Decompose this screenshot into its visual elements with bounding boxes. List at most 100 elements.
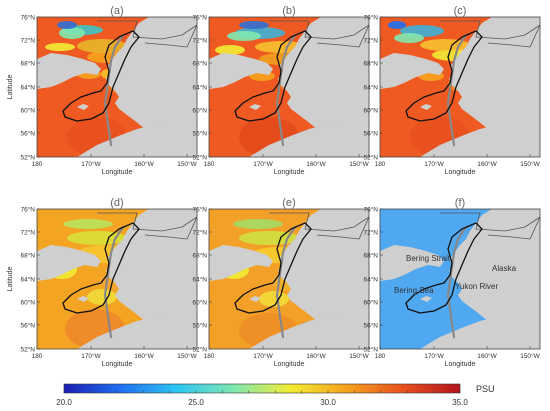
salinity-field xyxy=(209,17,369,157)
lat-tick-label: 60°N xyxy=(192,107,207,115)
panel-letter: (e) xyxy=(282,197,295,209)
lon-tick-label: 160°W xyxy=(306,352,326,360)
lat-tick-label: 64°N xyxy=(363,276,378,284)
lat-tick-label: 72°N xyxy=(363,37,378,45)
survey-box-outline xyxy=(269,212,369,240)
st-lawrence-island xyxy=(420,296,432,302)
bering-sea-label: Bering Sea xyxy=(394,286,434,295)
lon-tick-label: 160°W xyxy=(134,160,154,168)
lat-tick-label: 56°N xyxy=(192,322,207,330)
x-axis-label: Longitude xyxy=(445,169,476,176)
lat-tick-label: 64°N xyxy=(192,84,207,92)
lat-tick-label: 56°N xyxy=(363,322,378,330)
chukotka-landmass xyxy=(209,53,273,89)
st-lawrence-island xyxy=(249,296,261,302)
salinity-field xyxy=(380,209,540,349)
chukotka-landmass xyxy=(37,245,101,281)
survey-box-outline xyxy=(269,20,369,48)
lat-tick-label: 52°N xyxy=(363,154,378,162)
chukotka-landmass xyxy=(37,53,101,89)
y-axis-label: Latitude xyxy=(7,74,14,99)
lat-tick-label: 64°N xyxy=(20,276,35,284)
ship-track xyxy=(275,33,297,147)
lat-tick-label: 64°N xyxy=(20,84,35,92)
lat-tick-label: 76°N xyxy=(363,14,378,22)
lat-tick-label: 52°N xyxy=(192,346,207,354)
y-axis-label: Latitude xyxy=(7,266,14,291)
lat-tick-label: 52°N xyxy=(363,346,378,354)
lat-tick-label: 68°N xyxy=(192,60,207,68)
x-axis-label: Longitude xyxy=(102,169,133,176)
yukon-river-label: Yukon River xyxy=(455,282,498,291)
lon-tick-label: 180 xyxy=(204,161,215,168)
lat-tick-label: 64°N xyxy=(363,84,378,92)
survey-box-outline xyxy=(97,20,197,48)
flight-track xyxy=(405,30,483,122)
lat-tick-label: 68°N xyxy=(20,60,35,68)
x-axis-label: Longitude xyxy=(274,169,305,176)
x-axis-label: Longitude xyxy=(274,361,305,368)
lat-tick-label: 56°N xyxy=(20,130,35,138)
x-axis-label: Longitude xyxy=(102,361,133,368)
lon-tick-label: 150°W xyxy=(177,352,197,360)
ship-track xyxy=(103,225,125,339)
lat-tick-label: 68°N xyxy=(363,252,378,260)
lon-tick-label: 160°W xyxy=(477,352,497,360)
st-lawrence-island xyxy=(77,104,89,110)
lon-tick-label: 150°W xyxy=(520,352,540,360)
lon-tick-label: 160°W xyxy=(134,352,154,360)
lon-tick-label: 180 xyxy=(375,161,386,168)
lat-tick-label: 76°N xyxy=(363,206,378,214)
panel-letter: (d) xyxy=(110,197,123,209)
salinity-field xyxy=(37,17,197,157)
ship-track xyxy=(446,33,468,147)
lat-tick-label: 60°N xyxy=(363,107,378,115)
lat-tick-label: 56°N xyxy=(192,130,207,138)
flight-track xyxy=(405,222,483,314)
lon-tick-label: 170°W xyxy=(424,160,444,168)
lat-tick-label: 60°N xyxy=(192,299,207,307)
southern-landmass xyxy=(420,121,540,157)
survey-box-outline xyxy=(97,212,197,240)
lon-tick-label: 180 xyxy=(32,353,43,360)
survey-box-outline xyxy=(440,212,540,240)
chukotka-landmass xyxy=(209,245,273,281)
lat-tick-label: 68°N xyxy=(363,60,378,68)
colorbar: 20.0 25.0 30.0 35.0 PSU xyxy=(56,383,495,407)
lon-tick-label: 150°W xyxy=(177,160,197,168)
lon-tick-label: 170°W xyxy=(81,160,101,168)
flight-track xyxy=(234,30,312,122)
lat-tick-label: 56°N xyxy=(363,130,378,138)
lat-tick-label: 52°N xyxy=(192,154,207,162)
ship-track xyxy=(103,33,125,147)
st-lawrence-island xyxy=(420,104,432,110)
lon-tick-label: 150°W xyxy=(520,160,540,168)
colorbar-tick-label: 35.0 xyxy=(452,398,468,407)
salinity-field xyxy=(209,209,369,349)
lat-tick-label: 72°N xyxy=(363,229,378,237)
lon-tick-label: 170°W xyxy=(424,352,444,360)
flight-track xyxy=(62,222,140,314)
chukotka-landmass xyxy=(380,53,444,89)
lat-tick-label: 52°N xyxy=(20,346,35,354)
lon-tick-label: 170°W xyxy=(253,352,273,360)
lon-tick-label: 150°W xyxy=(349,352,369,360)
lat-tick-label: 68°N xyxy=(192,252,207,260)
colorbar-unit-label: PSU xyxy=(476,384,495,394)
lat-tick-label: 68°N xyxy=(20,252,35,260)
southern-landmass xyxy=(249,121,369,157)
lat-tick-label: 60°N xyxy=(363,299,378,307)
flight-track xyxy=(234,222,312,314)
lon-tick-label: 180 xyxy=(204,353,215,360)
st-lawrence-island xyxy=(77,296,89,302)
lon-tick-label: 180 xyxy=(375,353,386,360)
panel-letter: (a) xyxy=(110,5,123,17)
colorbar-tick-label: 30.0 xyxy=(320,398,336,407)
lat-tick-label: 76°N xyxy=(192,14,207,22)
lon-tick-label: 150°W xyxy=(349,160,369,168)
